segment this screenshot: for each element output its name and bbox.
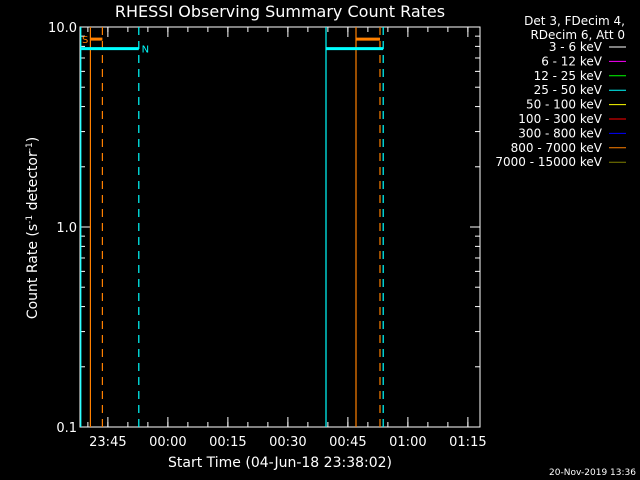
legend-entry-label: 12 - 25 keV (534, 69, 603, 83)
y-axis-label-sup1: -1 (25, 215, 35, 224)
tick-labels: 10.0 1.0 0.1 23:45 00:00 00:15 00:30 00:45 01:00… (48, 21, 487, 450)
legend-entry-label: 25 - 50 keV (534, 83, 603, 97)
legend: Det 3, FDecim 4,RDecim 6, Att 03 - 6 keV… (495, 14, 626, 169)
annotation-label: S (82, 35, 88, 46)
y-axis-label-mid: detector (25, 151, 41, 215)
legend-header-line: RDecim 6, Att 0 (530, 28, 625, 42)
annotations: SN (82, 35, 149, 55)
legend-entry-label: 50 - 100 keV (526, 98, 603, 112)
legend-header-line: Det 3, FDecim 4, (524, 14, 625, 28)
y-axis-label: Count Rate (s-1 detector-1) (25, 137, 41, 319)
y-axis-label-sup2: -1 (25, 142, 35, 151)
y-axis-label-main: Count Rate (s (25, 224, 41, 319)
plot-axes (79, 26, 481, 428)
x-tick-label: 00:00 (149, 435, 186, 450)
y-axis-label-end: ) (25, 137, 41, 142)
x-tick-label: 00:45 (329, 435, 366, 450)
x-tick-label: 00:15 (209, 435, 246, 450)
plot-frame (79, 26, 481, 428)
vertical-markers (80, 27, 384, 427)
legend-entry-label: 3 - 6 keV (549, 40, 603, 54)
y-tick-label: 10.0 (48, 21, 77, 36)
x-tick-label: 01:15 (449, 435, 486, 450)
legend-entry-label: 7000 - 15000 keV (495, 155, 602, 169)
legend-entry-label: 100 - 300 keV (518, 112, 602, 126)
series-lines (80, 37, 384, 51)
footer-timestamp: 20-Nov-2019 13:36 (549, 468, 636, 478)
x-tick-label: 23:45 (89, 435, 126, 450)
legend-entry-label: 300 - 800 keV (518, 126, 602, 140)
y-tick-label: 0.1 (56, 421, 77, 436)
chart-title: RHESSI Observing Summary Count Rates (115, 2, 445, 21)
x-axis-label: Start Time (04-Jun-18 23:38:02) (168, 455, 392, 471)
x-tick-label: 01:00 (389, 435, 426, 450)
legend-entry-label: 800 - 7000 keV (511, 141, 603, 155)
y-tick-label: 1.0 (56, 221, 77, 236)
annotation-label: N (142, 45, 149, 56)
x-tick-label: 00:30 (269, 435, 306, 450)
legend-entry-label: 6 - 12 keV (541, 54, 603, 68)
